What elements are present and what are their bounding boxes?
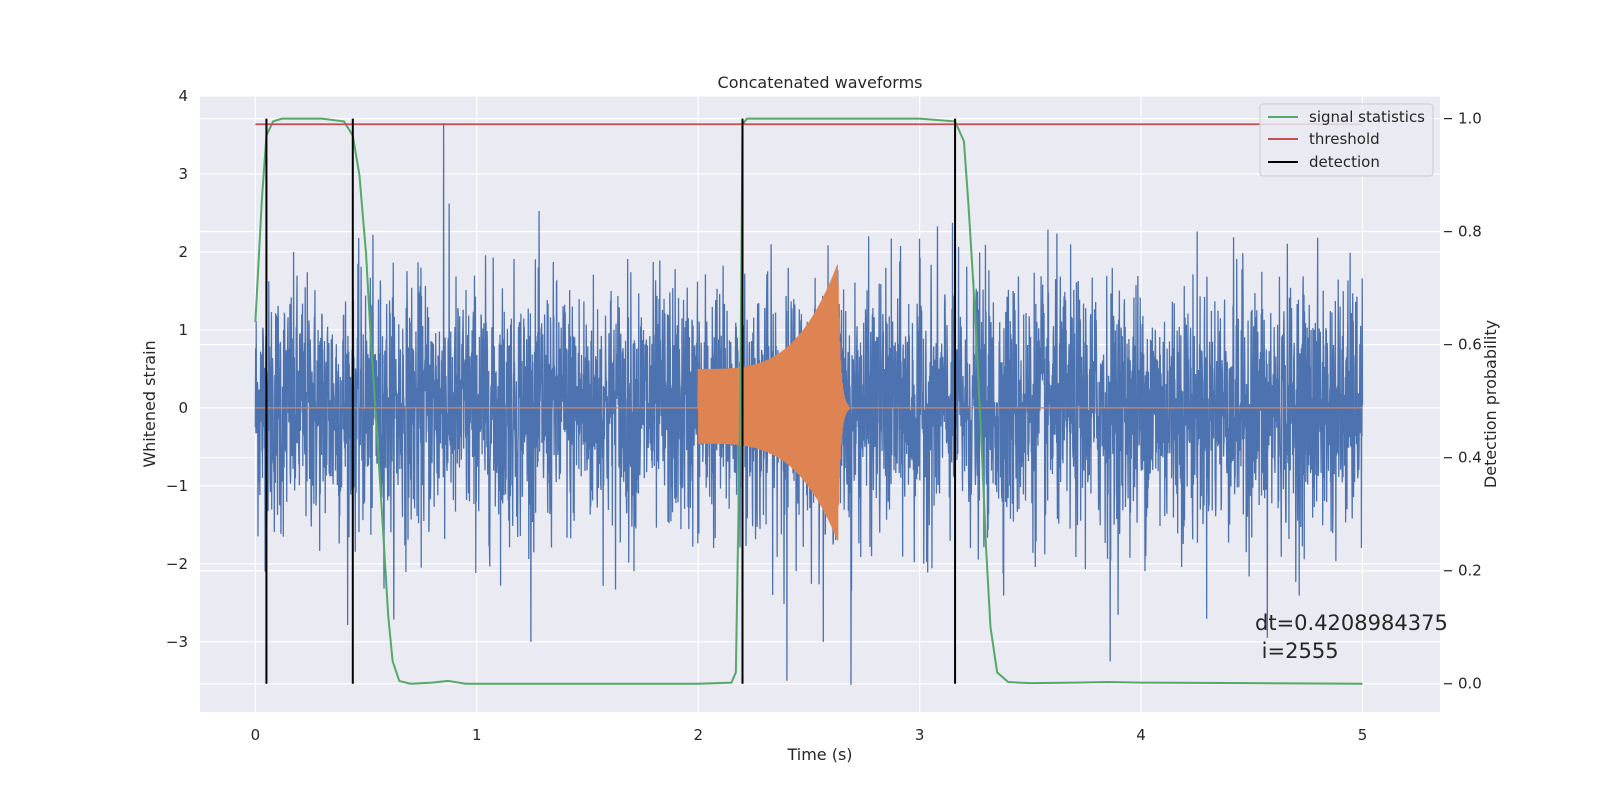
x-tick-label: 1: [472, 726, 482, 744]
x-tick-label: 2: [693, 726, 703, 744]
y-right-tick-label: 1.0: [1458, 110, 1482, 128]
x-tick-label: 3: [915, 726, 925, 744]
y-right-tick-label: 0.0: [1458, 675, 1482, 693]
legend-label-signal-statistics: signal statistics: [1309, 108, 1425, 126]
series-signal-statistics: [254, 117, 1363, 685]
legend-box: [1259, 103, 1434, 177]
chart-title: Concatenated waveforms: [718, 73, 923, 92]
x-axis: 0 1 2 3 4 5: [251, 726, 1368, 744]
y-right-tick-label: 0.4: [1458, 449, 1482, 467]
series-injected-waveform: [255, 264, 1363, 541]
y-tick-label: −3: [166, 633, 188, 651]
y-tick-label: 0: [178, 399, 188, 417]
legend-label-detection: detection: [1309, 153, 1380, 171]
x-tick-label: 0: [251, 726, 261, 744]
x-axis-label: Time (s): [786, 745, 852, 764]
y-axis-label-left: Whitened strain: [140, 340, 159, 467]
legend-label-threshold: threshold: [1309, 130, 1380, 148]
y-tick-label: 4: [178, 87, 188, 105]
legend: signal statistics threshold detection: [1259, 103, 1434, 177]
y-axis-left: 4 3 2 1 0 −1 −2 −3: [166, 87, 188, 651]
y-tick-label: 1: [178, 321, 188, 339]
annotation-dt: dt=0.4208984375: [1255, 611, 1448, 635]
series-layer: [254, 117, 1364, 685]
x-tick-label: 4: [1136, 726, 1146, 744]
y-right-tick-label: 0.8: [1458, 223, 1482, 241]
y-right-tick-label: 0.2: [1458, 562, 1482, 580]
y-axis-right: 1.0 0.8 0.6 0.4 0.2 0.0: [1444, 110, 1482, 693]
annotation-i: i=2555: [1255, 639, 1339, 663]
y-tick-label: −2: [166, 555, 188, 573]
y-axis-label-right: Detection probability: [1481, 320, 1500, 488]
x-tick-label: 5: [1358, 726, 1368, 744]
y-right-tick-label: 0.6: [1458, 336, 1482, 354]
y-tick-label: 3: [178, 165, 188, 183]
y-tick-label: 2: [178, 243, 188, 261]
y-tick-label: −1: [166, 477, 188, 495]
